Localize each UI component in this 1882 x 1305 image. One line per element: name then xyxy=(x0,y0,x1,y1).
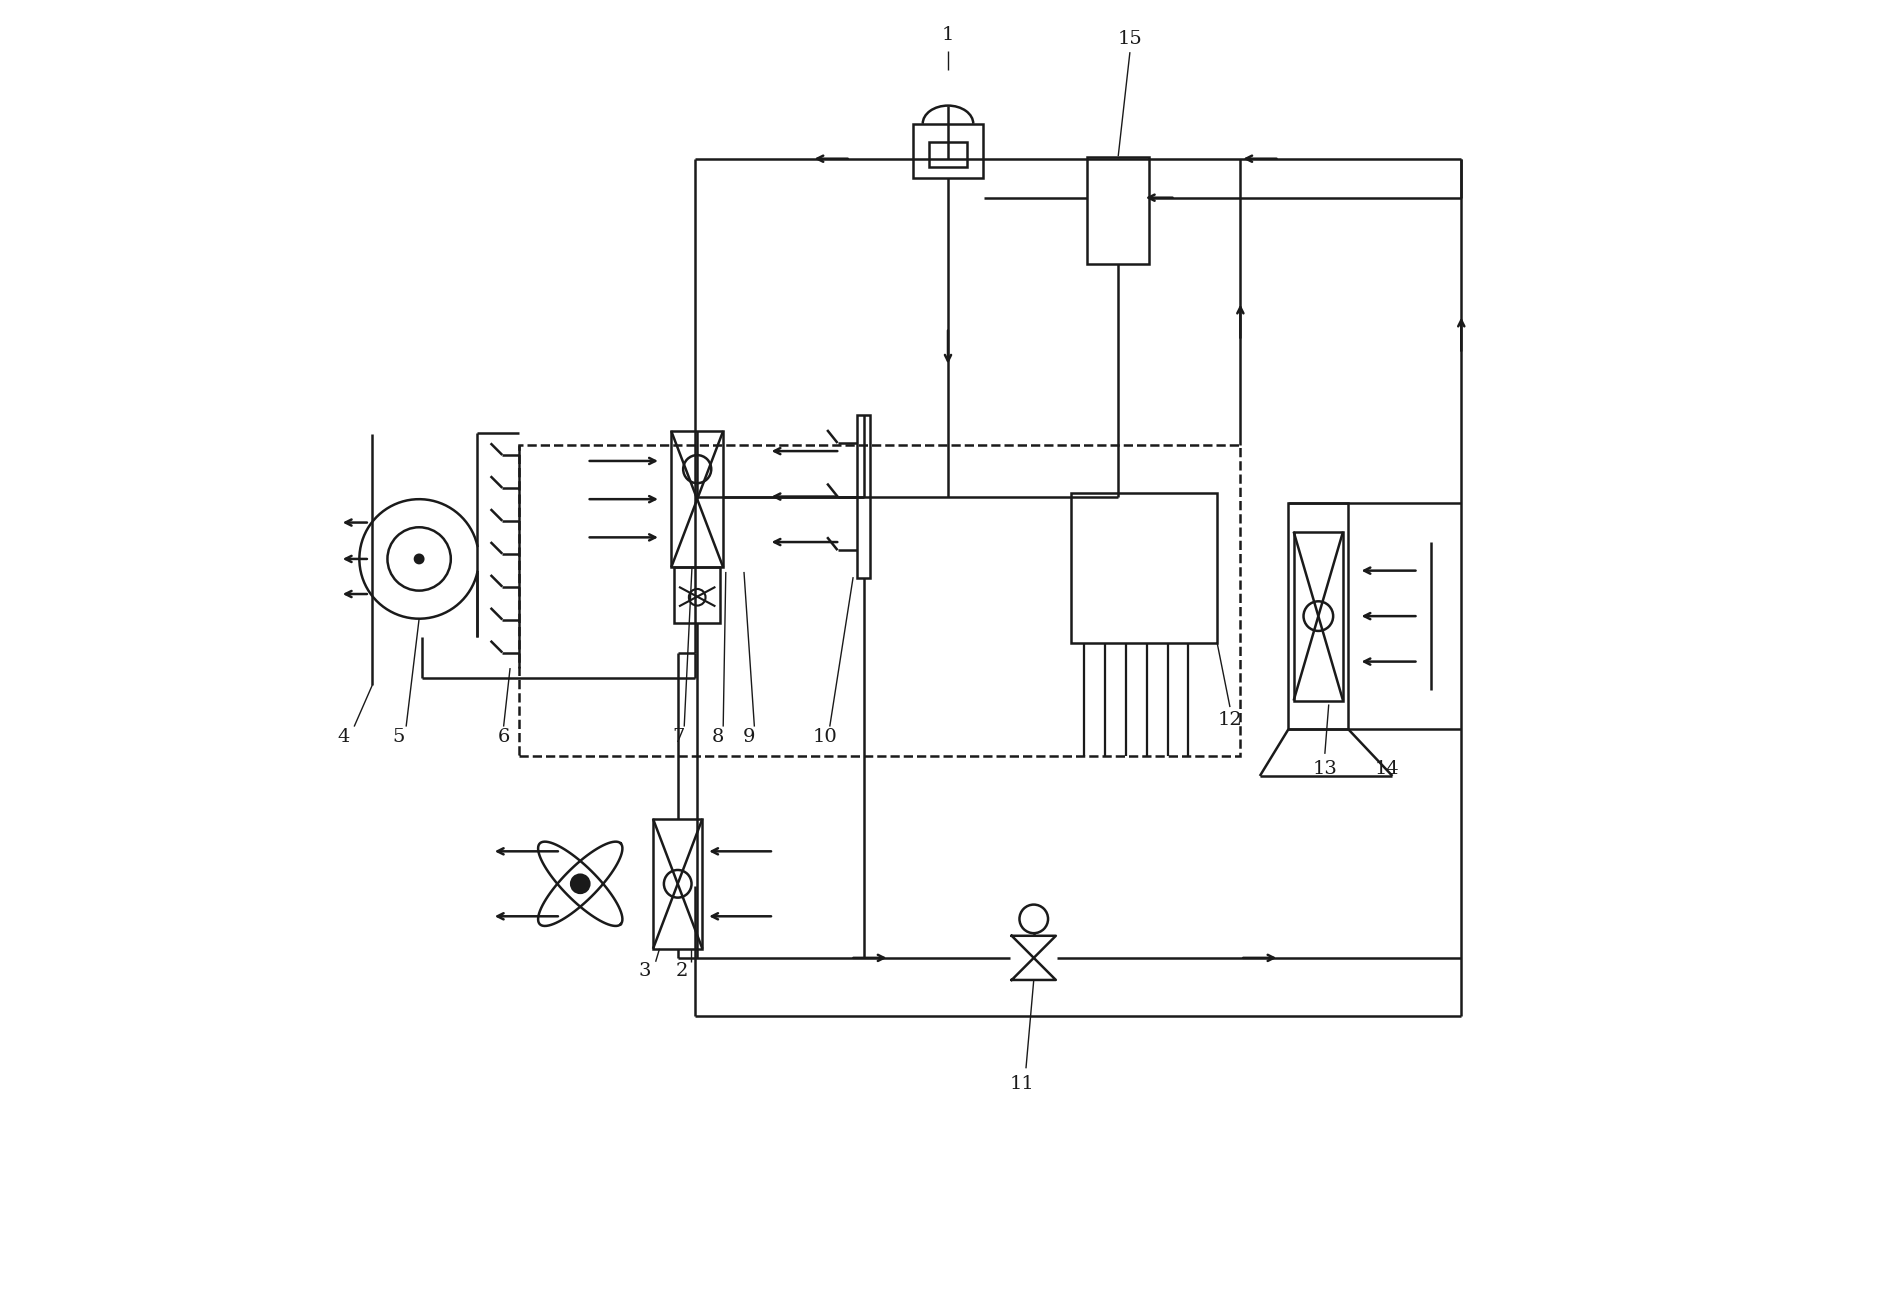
Bar xyxy=(670,431,723,568)
Text: 8: 8 xyxy=(711,728,725,746)
Text: 11: 11 xyxy=(1009,1075,1033,1092)
Bar xyxy=(519,445,1240,757)
Bar xyxy=(928,142,967,167)
Bar xyxy=(856,415,869,578)
Polygon shape xyxy=(1011,936,1056,958)
Text: 14: 14 xyxy=(1374,761,1398,779)
Text: 3: 3 xyxy=(638,962,651,980)
Circle shape xyxy=(414,555,423,564)
Text: 5: 5 xyxy=(391,728,405,746)
Circle shape xyxy=(570,874,589,893)
Bar xyxy=(653,818,702,949)
Text: 10: 10 xyxy=(811,728,836,746)
Text: 2: 2 xyxy=(676,962,687,980)
Text: 13: 13 xyxy=(1312,761,1336,779)
Bar xyxy=(1287,502,1348,729)
Text: 6: 6 xyxy=(497,728,510,746)
Text: 15: 15 xyxy=(1116,30,1142,48)
Bar xyxy=(1071,493,1216,643)
Text: 7: 7 xyxy=(672,728,685,746)
Bar xyxy=(1293,531,1342,701)
Bar xyxy=(1086,158,1148,264)
Text: 12: 12 xyxy=(1218,711,1242,729)
Bar xyxy=(674,568,719,624)
Polygon shape xyxy=(1011,958,1056,980)
Text: 4: 4 xyxy=(337,728,350,746)
Text: 9: 9 xyxy=(743,728,755,746)
Bar xyxy=(913,124,982,177)
Text: 1: 1 xyxy=(941,26,954,44)
